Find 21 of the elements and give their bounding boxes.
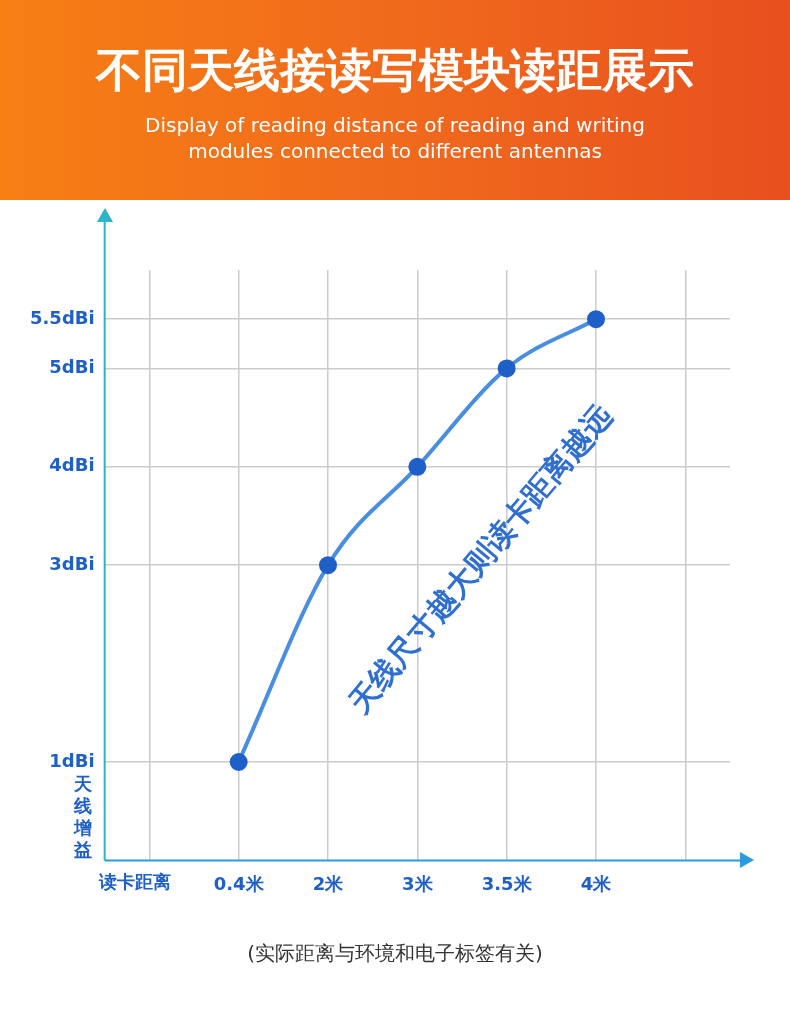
y-tick-label: 5dBi [49, 356, 95, 378]
text: (实际距离与环境和电子标签有关) [246, 940, 544, 967]
y-tick-label: 4dBi [49, 454, 95, 476]
point [229, 753, 248, 771]
point [497, 359, 516, 378]
x-tick-label: 3米 [402, 872, 434, 894]
point [408, 457, 427, 476]
y-tick-label: 5.5dBi [29, 306, 95, 328]
x-axis-title: 读卡距离 [98, 871, 172, 893]
x-tick-label: 0.4米 [213, 872, 265, 894]
chart-title: 不同天线接读写模块读距展示 [94, 42, 695, 99]
x-tick-label: 4米 [580, 872, 613, 894]
x-tick-label: 3.5米 [481, 872, 533, 894]
annotation: 天线尺寸越大则读卡距离越远 [340, 398, 619, 721]
point [319, 556, 337, 575]
x-tick-label: 2米 [312, 872, 345, 894]
y-tick-label: 1dBi [49, 749, 95, 771]
y-tick-label: 3dBi [49, 552, 95, 574]
point [587, 310, 605, 329]
y-axis-title: 天线增益 [72, 773, 92, 861]
chart-subtitle: Display of reading distance of reading and writing modules connected to different antennas [144, 112, 646, 164]
